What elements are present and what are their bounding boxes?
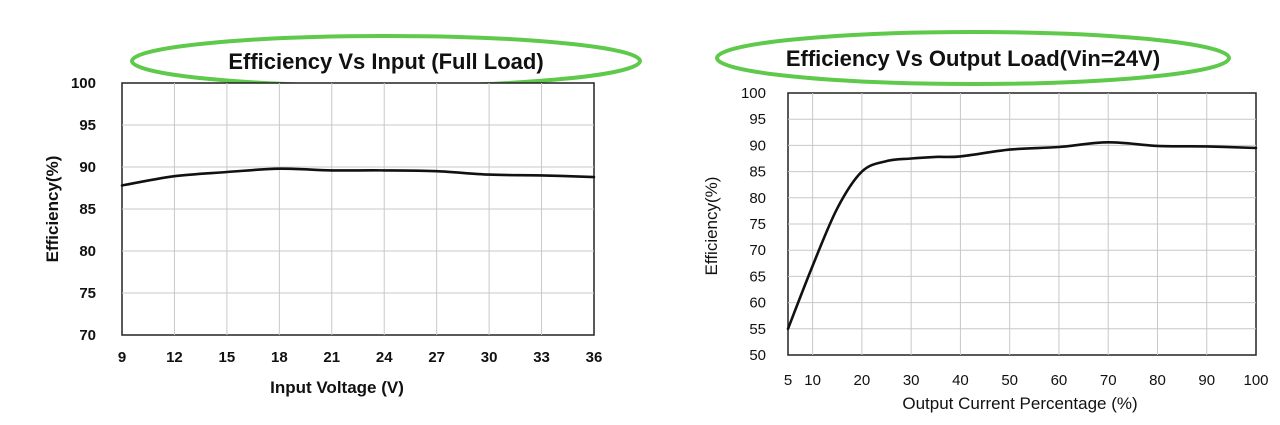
x-tick-label: 100 (1243, 372, 1268, 389)
y-tick-label: 90 (749, 137, 766, 154)
x-tick-label: 12 (166, 349, 183, 366)
y-tick-label: 100 (71, 75, 96, 92)
x-axis-label: Output Current Percentage (%) (902, 394, 1137, 413)
y-tick-label: 70 (749, 242, 766, 259)
y-tick-label: 75 (749, 216, 766, 233)
y-tick-label: 90 (79, 159, 96, 176)
y-tick-label: 80 (79, 243, 96, 260)
x-axis-label: Input Voltage (V) (270, 378, 404, 397)
y-tick-label: 55 (749, 321, 766, 338)
y-tick-label: 60 (749, 295, 766, 312)
x-tick-label: 10 (804, 372, 821, 389)
x-tick-label: 50 (1001, 372, 1018, 389)
x-tick-label: 30 (481, 349, 498, 366)
efficiency-line (120, 167, 596, 187)
x-tick-label: 90 (1198, 372, 1215, 389)
y-tick-labels: 70 75 80 85 90 95 100 (71, 75, 96, 344)
x-tick-label: 27 (428, 349, 445, 366)
series (120, 167, 596, 187)
y-tick-labels: 50 55 60 65 70 75 80 85 90 95 100 (741, 85, 766, 364)
x-tick-label: 36 (586, 349, 603, 366)
x-tick-labels: 9 12 15 18 21 24 27 30 33 36 (118, 349, 603, 366)
y-tick-label: 85 (749, 164, 766, 181)
y-tick-label: 95 (749, 111, 766, 128)
chart-efficiency-vs-output-load: Efficiency Vs Output Load(Vin=24V) 5 10 20… (702, 30, 1269, 413)
x-tick-label: 18 (271, 349, 288, 366)
x-tick-label: 20 (854, 372, 871, 389)
y-axis-label: Efficiency(%) (702, 177, 721, 276)
y-tick-label: 100 (741, 85, 766, 102)
x-tick-label: 70 (1100, 372, 1117, 389)
x-tick-label: 33 (533, 349, 550, 366)
x-tick-label: 5 (784, 372, 792, 389)
x-tick-label: 24 (376, 349, 393, 366)
x-tick-labels: 5 10 20 30 40 50 60 70 80 90 100 (784, 372, 1269, 389)
y-tick-label: 50 (749, 347, 766, 364)
y-tick-label: 80 (749, 190, 766, 207)
x-tick-label: 21 (323, 349, 340, 366)
x-tick-label: 60 (1051, 372, 1068, 389)
x-tick-label: 30 (903, 372, 920, 389)
x-tick-label: 80 (1149, 372, 1166, 389)
chart-title: Efficiency Vs Input (Full Load) (228, 49, 543, 74)
y-tick-label: 70 (79, 327, 96, 344)
chart-efficiency-vs-input: Efficiency Vs Input (Full Load) 9 12 15 18 2… (43, 34, 642, 397)
y-tick-label: 65 (749, 268, 766, 285)
x-tick-label: 15 (219, 349, 236, 366)
x-tick-label: 40 (952, 372, 969, 389)
y-axis-label: Efficiency(%) (43, 156, 62, 263)
chart-title: Efficiency Vs Output Load(Vin=24V) (786, 46, 1160, 71)
y-tick-label: 85 (79, 201, 96, 218)
grid (122, 83, 594, 335)
series (786, 140, 1258, 331)
x-tick-label: 9 (118, 349, 126, 366)
grid (788, 93, 1256, 355)
y-tick-label: 75 (79, 285, 96, 302)
y-tick-label: 95 (79, 117, 96, 134)
efficiency-line (786, 140, 1258, 331)
title-ellipse (715, 30, 1231, 86)
